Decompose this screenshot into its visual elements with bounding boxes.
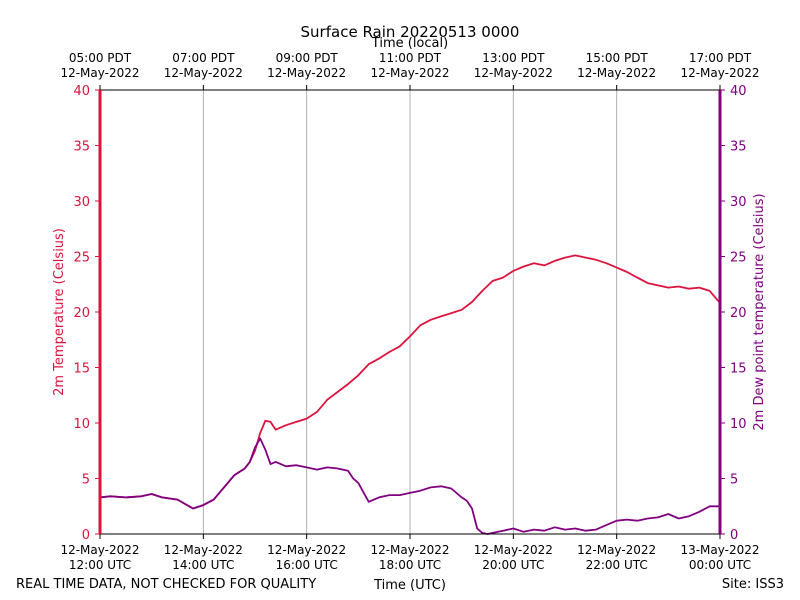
y-axis-right-title: 2m Dew point temperature (Celsius)	[752, 193, 767, 430]
x-tick-label-local-date-5: 12-May-2022	[577, 66, 656, 80]
x-tick-label-utc-time-6: 00:00 UTC	[689, 558, 751, 572]
y-tick-label-right-6: 30	[730, 195, 747, 210]
x-tick-label-utc-time-5: 22:00 UTC	[586, 558, 648, 572]
x-tick-label-utc-date-2: 12-May-2022	[267, 543, 346, 557]
y-tick-label-left-1: 5	[82, 473, 90, 488]
x-tick-label-utc-time-3: 18:00 UTC	[379, 558, 441, 572]
x-tick-label-utc-time-2: 16:00 UTC	[276, 558, 338, 572]
x-tick-label-utc-date-0: 12-May-2022	[60, 543, 139, 557]
x-tick-label-local-time-4: 13:00 PDT	[482, 51, 545, 65]
x-tick-label-local-date-0: 12-May-2022	[60, 66, 139, 80]
y-tick-label-left-6: 30	[73, 195, 90, 210]
y-tick-label-right-8: 40	[730, 84, 747, 99]
series-layer	[99, 254, 721, 535]
y-tick-label-right-5: 25	[730, 251, 747, 266]
x-tick-label-utc-time-0: 12:00 UTC	[69, 558, 131, 572]
y-tick-label-right-4: 20	[730, 306, 747, 321]
x-tick-label-local-date-2: 12-May-2022	[267, 66, 346, 80]
y-tick-label-right-2: 10	[730, 417, 747, 432]
x-tick-label-local-time-1: 07:00 PDT	[172, 51, 235, 65]
y-tick-label-left-4: 20	[73, 306, 90, 321]
chart-title: Surface Rain 20220513 0000	[301, 23, 520, 41]
x-tick-label-utc-date-3: 12-May-2022	[370, 543, 449, 557]
x-tick-label-local-time-6: 17:00 PDT	[689, 51, 752, 65]
y-tick-label-right-7: 35	[730, 140, 747, 155]
x-tick-label-utc-date-5: 12-May-2022	[577, 543, 656, 557]
x-tick-label-local-date-3: 12-May-2022	[370, 66, 449, 80]
y-tick-label-right-3: 15	[730, 362, 747, 377]
y-tick-label-left-7: 35	[73, 140, 90, 155]
x-tick-label-local-time-2: 09:00 PDT	[276, 51, 339, 65]
y-tick-label-left-8: 40	[73, 84, 90, 99]
x-tick-label-local-date-4: 12-May-2022	[474, 66, 553, 80]
x-tick-label-utc-date-6: 13-May-2022	[680, 543, 759, 557]
y-axis-left-title: 2m Temperature (Celsius)	[52, 228, 67, 396]
x-tick-label-local-time-0: 05:00 PDT	[69, 51, 132, 65]
x-tick-label-utc-time-4: 20:00 UTC	[482, 558, 544, 572]
x-tick-label-local-date-6: 12-May-2022	[680, 66, 759, 80]
ticks: 0 0 5 5 10 10 15 15 20 20 25 25 30 30 35 35 40 40 12-May-2…	[60, 51, 759, 572]
footer-site: Site: ISS3	[722, 577, 784, 592]
x-axis-top-title: Time (local)	[371, 36, 448, 51]
x-tick-label-local-time-5: 15:00 PDT	[586, 51, 649, 65]
y-tick-label-left-3: 15	[73, 362, 90, 377]
x-tick-label-utc-date-4: 12-May-2022	[474, 543, 553, 557]
dewpoint-line	[99, 437, 720, 535]
y-tick-label-left-0: 0	[82, 528, 90, 543]
y-tick-label-left-2: 10	[73, 417, 90, 432]
x-tick-label-utc-date-1: 12-May-2022	[164, 543, 243, 557]
x-axis-bottom-title: Time (UTC)	[373, 578, 446, 593]
footer-disclaimer: REAL TIME DATA, NOT CHECKED FOR QUALITY	[16, 577, 316, 592]
y-tick-label-right-0: 0	[730, 528, 738, 543]
y-tick-label-left-5: 25	[73, 251, 90, 266]
x-tick-label-local-date-1: 12-May-2022	[164, 66, 243, 80]
grid	[202, 90, 618, 534]
x-tick-label-local-time-3: 11:00 PDT	[379, 51, 442, 65]
x-tick-label-utc-time-1: 14:00 UTC	[172, 558, 234, 572]
y-tick-label-right-1: 5	[730, 473, 738, 488]
